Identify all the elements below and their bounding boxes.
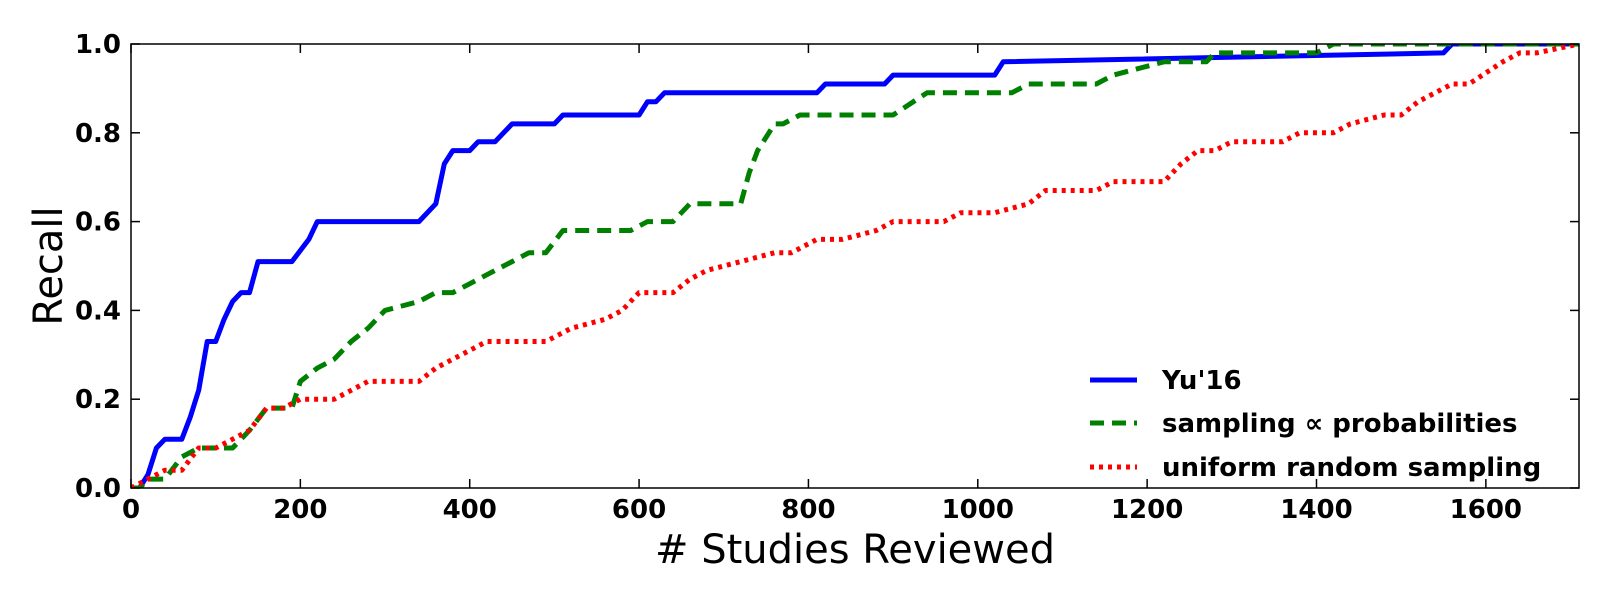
y-tick-label: 1.0 — [75, 30, 121, 60]
x-tick-label: 1200 — [1111, 495, 1183, 525]
legend: Yu'16 sampling ∝ probabilities uniform r… — [1090, 366, 1541, 483]
ticks-layer: 0 200 400 600 800 1000 1200 1400 1600 0.0 0.2 0.4 0.… — [75, 30, 1579, 525]
x-tick-label: 1600 — [1450, 495, 1522, 525]
series-line-yu-16 — [131, 44, 1579, 488]
x-tick-label: 1000 — [942, 495, 1014, 525]
legend-label-uniform-random: uniform random sampling — [1162, 453, 1541, 483]
x-tick-label: 1400 — [1280, 495, 1352, 525]
x-tick-label: 400 — [443, 495, 497, 525]
y-tick-label: 0.8 — [75, 119, 121, 149]
y-tick-label: 0.0 — [75, 474, 121, 504]
x-tick-label: 200 — [273, 495, 327, 525]
y-tick-label: 0.2 — [75, 385, 121, 415]
legend-label-yu16: Yu'16 — [1161, 366, 1242, 396]
x-tick-label: 800 — [781, 495, 835, 525]
x-tick-label: 600 — [612, 495, 666, 525]
x-tick-label: 0 — [122, 495, 140, 525]
series-line-uniform-random-sampling — [131, 44, 1579, 488]
x-axis-label: # Studies Reviewed — [655, 527, 1055, 573]
y-tick-label: 0.6 — [75, 208, 121, 238]
series-layer — [131, 44, 1579, 488]
series-line-sampling-probabilities — [131, 44, 1579, 488]
legend-label-sampling-prob: sampling ∝ probabilities — [1162, 409, 1518, 439]
y-axis-label: Recall — [26, 206, 72, 325]
plot-frame — [130, 43, 1580, 489]
y-tick-label: 0.4 — [75, 296, 121, 326]
